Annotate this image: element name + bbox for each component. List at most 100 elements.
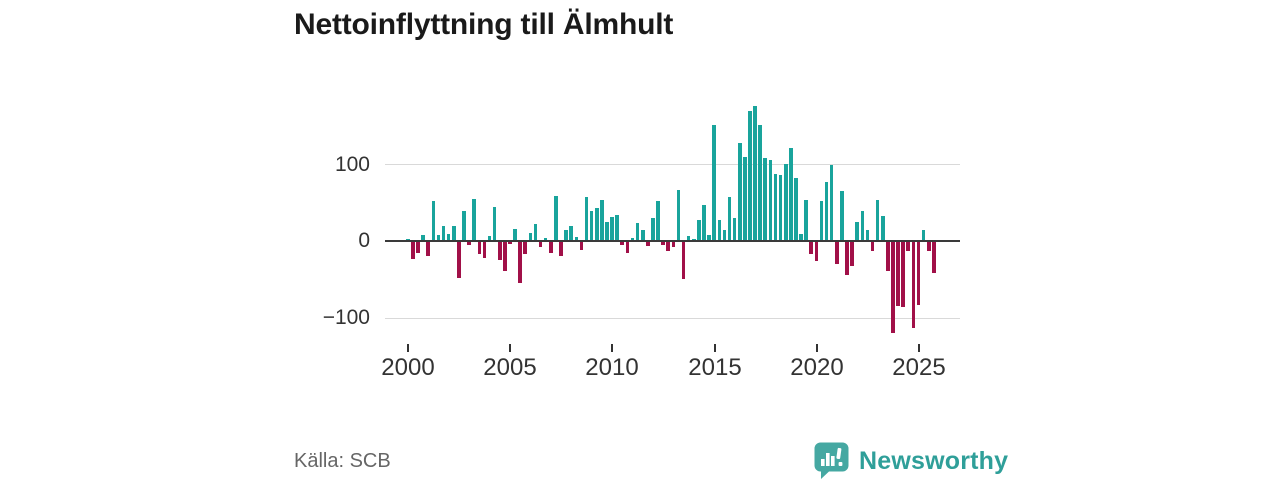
- bar-2013q3: [681, 242, 686, 280]
- source-label: Källa: SCB: [294, 450, 391, 472]
- bar-2018q4: [789, 148, 793, 241]
- bar-2007q4: [564, 230, 568, 241]
- bar-2006q2: [533, 224, 538, 241]
- bar-2017q3: [763, 158, 768, 241]
- bar-2015q2: [717, 219, 722, 241]
- bar-2020q3: [824, 182, 829, 241]
- bar-2016q4: [748, 110, 752, 241]
- bar-2006q3: [538, 242, 543, 248]
- bar-2002q2: [451, 226, 456, 241]
- y-axis-label-0: 0: [358, 229, 370, 252]
- bar-2022q1: [855, 221, 859, 241]
- bar-2001q4: [441, 225, 446, 241]
- bar-2009q4: [605, 221, 609, 241]
- bar-2008q3: [579, 242, 584, 251]
- bar-2007q3: [559, 242, 563, 256]
- bar-2001q2: [431, 201, 436, 241]
- bar-2004q1: [487, 235, 492, 241]
- bar-2016q2: [737, 143, 742, 241]
- bar-2023q4: [891, 242, 895, 334]
- newsworthy-logo-text: Newsworthy: [859, 446, 1009, 475]
- bar-2000q4: [421, 234, 425, 241]
- bar-2025q4: [932, 242, 936, 273]
- bar-2009q2: [594, 208, 599, 241]
- bar-2013q4: [686, 236, 691, 241]
- bar-2022q3: [865, 229, 870, 241]
- bar-2023q1: [875, 199, 880, 241]
- x-axis-tick-2010: [611, 344, 613, 352]
- bar-2019q1: [794, 177, 798, 241]
- bar-2012q3: [661, 242, 665, 246]
- bar-2004q2: [492, 206, 497, 241]
- bar-2025q1: [916, 242, 921, 305]
- bar-2021q3: [845, 242, 849, 275]
- bar-2006q4: [543, 237, 548, 241]
- bar-2010q1: [610, 216, 614, 241]
- bar-2011q2: [635, 223, 640, 241]
- bar-2005q4: [523, 242, 528, 255]
- bar-2013q2: [676, 189, 681, 241]
- bar-2008q2: [574, 237, 579, 241]
- bar-2018q1: [773, 173, 778, 241]
- bar-2014q1: [691, 238, 696, 241]
- bar-2016q1: [732, 218, 737, 241]
- bar-2017q2: [758, 124, 762, 241]
- x-axis-label-2015: 2015: [688, 354, 742, 381]
- bar-2014q4: [707, 234, 711, 241]
- page-title: Nettoinflyttning till Älmhult: [294, 8, 674, 41]
- bar-2020q1: [814, 242, 819, 262]
- bar-2019q4: [809, 242, 814, 255]
- bar-2012q4: [666, 242, 671, 252]
- x-axis-tick-2020: [816, 344, 818, 352]
- bar-2008q1: [569, 226, 573, 241]
- bar-2007q2: [554, 195, 558, 241]
- bar-2022q2: [860, 211, 865, 241]
- bar-2000q2: [411, 242, 415, 259]
- bar-2021q1: [834, 242, 839, 265]
- gridline-minus-100: [385, 318, 960, 319]
- bar-2017q4: [768, 159, 773, 241]
- bar-2005q2: [513, 228, 517, 241]
- bar-2023q2: [880, 215, 885, 241]
- bar-2005q1: [508, 242, 512, 245]
- x-axis-tick-2000: [407, 344, 409, 352]
- bar-2011q4: [646, 242, 650, 246]
- zero-baseline: [385, 240, 960, 242]
- gridline-plus-100: [385, 164, 960, 165]
- bar-2013q1: [671, 242, 676, 247]
- bar-2020q2: [819, 201, 824, 241]
- bar-2025q2: [921, 229, 926, 241]
- bar-2008q4: [584, 196, 589, 241]
- x-axis-label-2005: 2005: [483, 354, 537, 381]
- bar-2003q4: [482, 242, 487, 259]
- bar-2014q2: [697, 219, 701, 241]
- bar-2003q3: [477, 242, 482, 255]
- bar-2024q3: [906, 242, 911, 252]
- x-axis-tick-2025: [918, 344, 920, 352]
- bar-2015q3: [722, 229, 727, 241]
- bar-2001q1: [426, 242, 431, 256]
- y-axis-label-100: 100: [334, 153, 370, 176]
- y-axis-label-minus-100: −100: [322, 306, 370, 329]
- bar-2010q3: [620, 242, 625, 246]
- bar-2002q1: [446, 234, 451, 241]
- bar-2014q3: [702, 205, 706, 241]
- bar-2011q3: [640, 229, 645, 241]
- bar-2025q3: [926, 242, 931, 252]
- bar-2018q2: [778, 175, 783, 241]
- bar-2009q1: [589, 211, 594, 241]
- bar-2004q4: [503, 242, 507, 272]
- bar-2003q2: [472, 198, 476, 241]
- newsworthy-logo-icon: [814, 442, 849, 479]
- plot-area: [385, 95, 960, 345]
- bar-2021q4: [850, 242, 854, 266]
- bar-2019q2: [799, 234, 803, 241]
- bar-2004q3: [497, 242, 502, 260]
- bar-2024q4: [911, 242, 916, 329]
- bar-2024q2: [901, 242, 905, 308]
- bar-2018q3: [783, 163, 788, 241]
- bar-2012q2: [656, 201, 660, 241]
- bar-2002q3: [457, 242, 461, 278]
- x-axis-label-2010: 2010: [585, 354, 639, 381]
- x-axis-label-2020: 2020: [790, 354, 844, 381]
